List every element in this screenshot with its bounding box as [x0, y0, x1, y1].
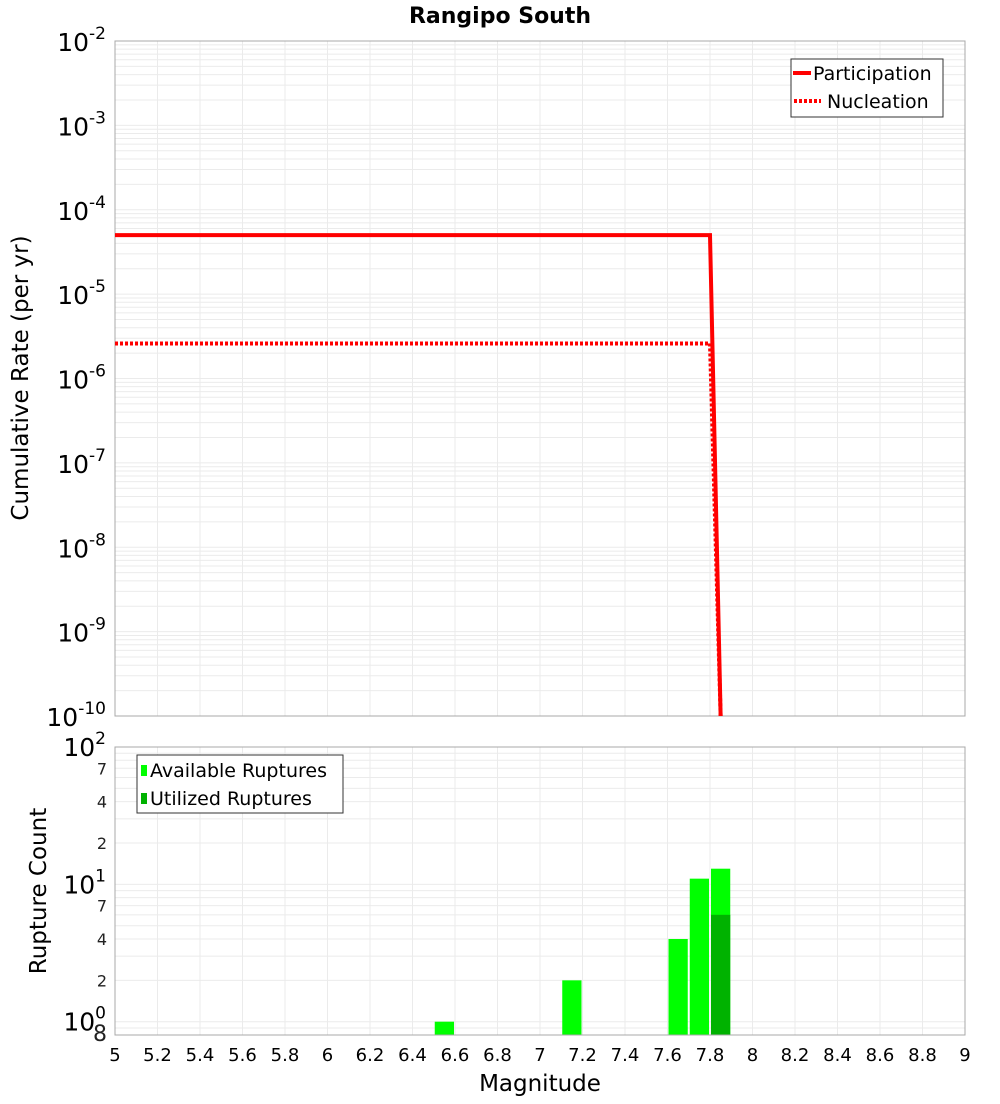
y-minor-tick-label: 2: [97, 834, 107, 853]
count-y-axis-label: Rupture Count: [26, 808, 52, 974]
x-tick-label: 5.6: [228, 1045, 257, 1066]
utilized-bar: [711, 915, 730, 1035]
legend-utilized-label: Utilized Ruptures: [150, 788, 312, 810]
y-minor-tick-label: 7: [97, 759, 107, 778]
magnitude-x-ticks: 5 5.2 5.4 5.6 5.8 6 6.2 6.4 6.6 6.8 7 7.2 7.4 7.6 7.8 8…: [109, 1045, 970, 1066]
x-tick-label: 5.4: [186, 1045, 215, 1066]
nucleation-line: [115, 343, 721, 716]
x-tick-label: 6: [322, 1045, 333, 1066]
x-tick-label: 6.4: [398, 1045, 427, 1066]
legend-nucleation-label: Nucleation: [827, 91, 929, 113]
available-bar: [562, 980, 581, 1035]
x-tick-label: 8: [747, 1045, 758, 1066]
y-tick-label: 10-10: [46, 699, 106, 732]
x-tick-label: 5.2: [143, 1045, 172, 1066]
rate-legend: Participation Nucleation: [791, 59, 943, 117]
available-legend-swatch: [141, 765, 147, 776]
y-minor-tick-label: 2: [97, 971, 107, 990]
x-axis-label: Magnitude: [479, 1071, 601, 1097]
chart-figure: Rangipo South 10-210-310-410-510-610-710…: [0, 0, 1000, 1100]
y-tick-label: 101: [63, 866, 106, 899]
y-tick-label: 10-3: [57, 108, 106, 141]
x-tick-label: 8.4: [823, 1045, 852, 1066]
y-tick-label: 10-2: [57, 24, 106, 57]
x-tick-label: 7: [534, 1045, 545, 1066]
x-tick-label: 6.2: [356, 1045, 385, 1066]
count-legend: Available Ruptures Utilized Ruptures: [137, 755, 343, 813]
y-tick-label: 10-5: [57, 277, 106, 310]
available-bar: [435, 1022, 454, 1035]
x-tick-label: 5.8: [271, 1045, 300, 1066]
y-tick-label: 10-4: [57, 193, 106, 226]
y-minor-tick-label: 7: [97, 897, 107, 916]
chart-title: Rangipo South: [409, 4, 591, 29]
y-tick-label: 10-8: [57, 530, 106, 563]
x-tick-label: 8.6: [866, 1045, 895, 1066]
x-tick-label: 9: [959, 1045, 970, 1066]
y-tick-label: 102: [63, 729, 106, 762]
x-tick-label: 6.6: [441, 1045, 470, 1066]
legend-available-label: Available Ruptures: [150, 760, 327, 782]
legend-participation-label: Participation: [813, 63, 932, 85]
rate-y-ticks: 10-2 10-3 10-4 10-5 10-6 10-7 10-8 10-9 10-10: [46, 24, 106, 732]
x-tick-label: 6.8: [483, 1045, 512, 1066]
x-tick-label: 7.8: [696, 1045, 725, 1066]
y-minor-tick-label: 4: [97, 793, 107, 812]
rate-plot-grid: [115, 41, 965, 716]
y-tick-label: 10-6: [57, 362, 106, 395]
available-bar: [669, 939, 688, 1035]
y-tick-label: 10-9: [57, 615, 106, 648]
x-tick-label: 7.4: [611, 1045, 640, 1066]
x-tick-label: 7.2: [568, 1045, 597, 1066]
x-tick-label: 5: [109, 1045, 120, 1066]
x-tick-label: 8.8: [908, 1045, 937, 1066]
y-minor-tick-label: 4: [97, 930, 107, 949]
y-tick-label: 10-7: [57, 446, 106, 479]
x-tick-label: 8.2: [781, 1045, 810, 1066]
utilized-legend-swatch: [141, 793, 147, 804]
rate-y-axis-label: Cumulative Rate (per yr): [8, 235, 34, 520]
chart-svg: Rangipo South 10-210-310-410-510-610-710…: [0, 0, 1000, 1100]
count-y-ticks: 1021011007427428: [63, 729, 107, 1047]
available-bar: [690, 879, 709, 1035]
x-tick-label: 7.6: [653, 1045, 682, 1066]
y-minor-tick-label: 8: [93, 1022, 107, 1047]
